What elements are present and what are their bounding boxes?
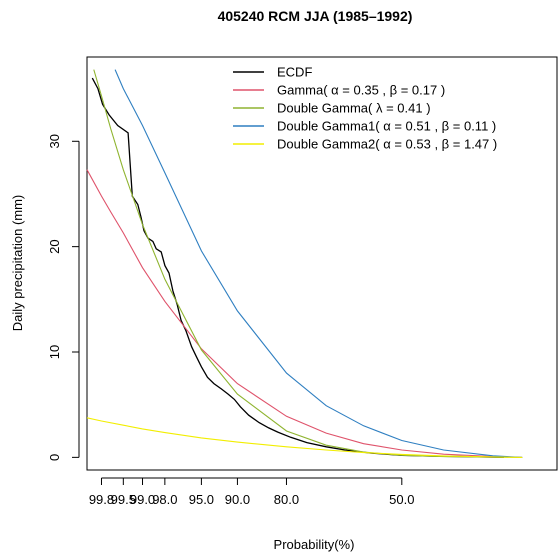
x-tick-label: 90.0: [225, 492, 250, 507]
y-tick-label: 10: [47, 345, 62, 359]
y-axis-label: Daily precipitation (mm): [10, 195, 25, 332]
legend-label-4: Double Gamma2( α = 0.53 , β = 1.47 ): [277, 137, 497, 152]
legend-label-0: ECDF: [277, 65, 312, 80]
series-line-3: [114, 69, 523, 458]
y-tick-label: 30: [47, 134, 62, 148]
y-tick-label: 0: [47, 454, 62, 461]
series-layer: [86, 69, 523, 459]
series-line-2: [93, 69, 523, 458]
x-tick-label: 99.8: [89, 492, 114, 507]
x-axis-label: Probability(%): [274, 537, 355, 552]
y-tick-label: 20: [47, 239, 62, 253]
series-line-1: [86, 169, 523, 458]
x-tick-label: 80.0: [274, 492, 299, 507]
x-tick-label: 95.0: [189, 492, 214, 507]
series-line-4: [86, 417, 523, 458]
x-tick-label: 99.0: [130, 492, 155, 507]
chart-title: 405240 RCM JJA (1985–1992): [218, 8, 413, 24]
legend-label-2: Double Gamma( λ = 0.41 ): [277, 101, 431, 116]
x-tick-label: 98.0: [152, 492, 177, 507]
plot-frame: [86, 56, 558, 471]
legend: ECDF Gamma( α = 0.35 , β = 0.17 ) Double G…: [233, 65, 497, 152]
y-axis: 0 10 20 30: [47, 134, 80, 461]
x-tick-label: 50.0: [389, 492, 414, 507]
x-tick-label: 99.5: [111, 492, 136, 507]
x-axis: 99.899.599.098.0 95.0 90.0 80.0 50.0: [89, 477, 414, 507]
legend-label-3: Double Gamma1( α = 0.51 , β = 0.11 ): [277, 119, 496, 134]
legend-label-1: Gamma( α = 0.35 , β = 0.17 ): [277, 83, 445, 98]
series-line-0: [91, 77, 505, 459]
